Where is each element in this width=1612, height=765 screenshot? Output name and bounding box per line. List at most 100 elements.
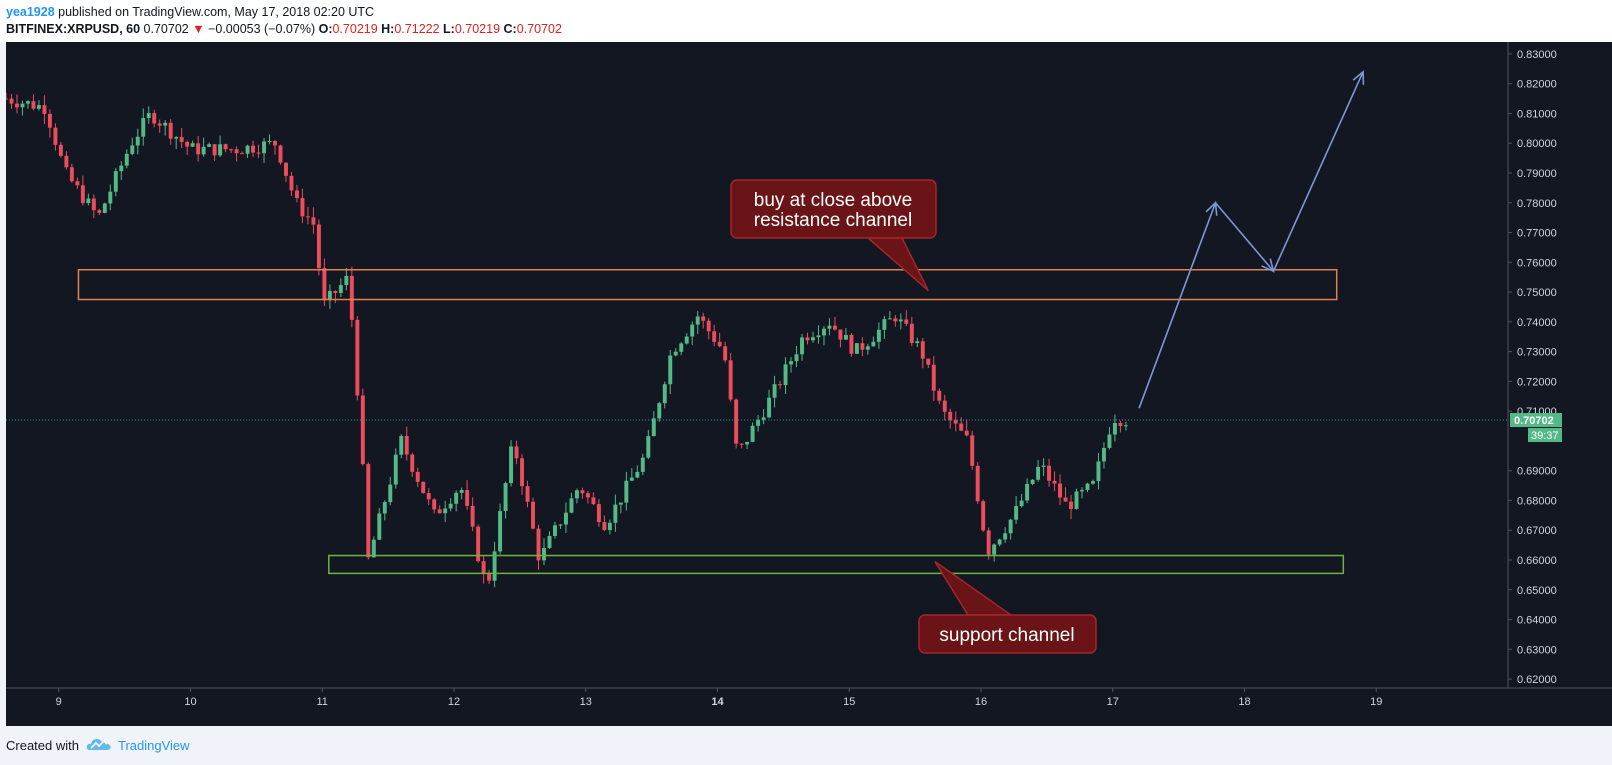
- candle-body: [679, 343, 684, 352]
- channels[interactable]: [77, 268, 1345, 575]
- candle-body: [1118, 422, 1123, 426]
- candle-body: [876, 329, 881, 342]
- support-callout-box[interactable]: [918, 614, 1097, 654]
- chart-area[interactable]: 0.83000 0.82000 0.81000 0.80000 0.79000 0.780…: [6, 42, 1612, 726]
- y-tick-label: 0.63000: [1517, 644, 1557, 656]
- candle-body: [190, 143, 195, 147]
- candle-body: [887, 318, 892, 320]
- candle-body: [273, 140, 277, 146]
- candle-body: [185, 141, 190, 147]
- candle-body: [476, 526, 481, 562]
- projection-arrow[interactable]: [1138, 70, 1365, 409]
- candle-body: [816, 335, 821, 338]
- author-link[interactable]: yea1928: [6, 5, 55, 19]
- candle-body: [915, 341, 920, 344]
- change-arrow-icon: ▼: [192, 22, 205, 36]
- candle-body: [218, 144, 223, 156]
- candle-body: [113, 171, 118, 192]
- candle-body: [207, 144, 212, 147]
- high-value: 0.71222: [394, 22, 440, 36]
- candle-body: [651, 418, 656, 437]
- candle-body: [778, 384, 783, 386]
- support-channel-box[interactable]: [328, 554, 1345, 575]
- candle-body: [196, 143, 201, 155]
- candle-body: [602, 522, 607, 531]
- candle-body: [201, 146, 206, 155]
- candle-body: [1112, 422, 1117, 435]
- high-label: H:: [381, 22, 395, 36]
- candle-body: [640, 457, 645, 472]
- candlestick-chart[interactable]: 0.83000 0.82000 0.81000 0.80000 0.79000 0.780…: [6, 42, 1612, 726]
- candle-body: [712, 331, 717, 342]
- candle-body: [443, 508, 448, 514]
- candle-body: [926, 358, 931, 365]
- candle-body: [690, 324, 695, 337]
- candle-body: [360, 395, 365, 465]
- x-tick-label: 14: [711, 696, 724, 708]
- candle-body: [909, 323, 914, 344]
- candles: [6, 92, 1128, 588]
- tradingview-link[interactable]: TradingView: [118, 738, 190, 753]
- candle-body: [366, 464, 371, 558]
- candle-body: [646, 436, 651, 458]
- candle-body: [542, 547, 546, 561]
- candle-body: [942, 400, 947, 412]
- candle-body: [574, 490, 579, 499]
- candle-body: [448, 503, 453, 509]
- candle-body: [854, 343, 859, 354]
- y-tick-label: 0.67000: [1517, 525, 1557, 537]
- published-text: published on TradingView.com, May 17, 20…: [54, 5, 375, 19]
- candle-body: [382, 502, 387, 514]
- y-tick-label: 0.81000: [1517, 108, 1557, 120]
- candle-body: [772, 384, 777, 398]
- candle-body: [1080, 489, 1084, 492]
- projection-arrowhead: [1205, 201, 1218, 216]
- y-tick-label: 0.79000: [1517, 168, 1557, 180]
- candle-body: [536, 528, 541, 561]
- resistance-channel-box[interactable]: [77, 268, 1338, 301]
- chart-header: yea1928 published on TradingView.com, Ma…: [0, 0, 1612, 42]
- callout-text: resistance channel: [754, 210, 912, 231]
- candle-body: [520, 458, 525, 487]
- callout-text: support channel: [939, 625, 1074, 646]
- candle-body: [1058, 483, 1063, 498]
- candle-body: [843, 334, 848, 340]
- candle-body: [174, 137, 179, 139]
- candle-body: [20, 103, 25, 108]
- candle-body: [284, 162, 288, 176]
- candle-body: [986, 530, 991, 555]
- open-value: 0.70219: [332, 22, 378, 36]
- candle-body: [964, 430, 969, 436]
- candle-body: [1101, 447, 1106, 462]
- publish-info: yea1928 published on TradingView.com, Ma…: [6, 5, 374, 19]
- y-tick-label: 0.72000: [1517, 376, 1557, 388]
- close-label: C:: [503, 22, 517, 36]
- candle-body: [959, 423, 964, 431]
- last-price-badge: [1510, 413, 1562, 428]
- candle-body: [152, 113, 157, 124]
- x-tick-label: 17: [1107, 696, 1119, 708]
- candle-body: [492, 551, 497, 581]
- candle-body: [168, 122, 173, 139]
- y-tick-label: 0.62000: [1517, 674, 1557, 686]
- resistance-callout-box[interactable]: [730, 179, 937, 239]
- candle-body: [399, 435, 404, 455]
- candle-body: [410, 454, 415, 472]
- candle-body: [838, 329, 843, 340]
- created-with-text: Created with: [6, 738, 79, 753]
- candle-body: [618, 502, 623, 505]
- candle-body: [322, 268, 327, 301]
- candle-body: [723, 346, 728, 361]
- candle-body: [893, 318, 898, 322]
- candle-body: [1096, 461, 1101, 482]
- x-axis-ticks: 9 10 11 12 13 14 15 16 17 18 19: [56, 688, 1382, 708]
- candle-body: [706, 320, 711, 332]
- candle-body: [1069, 501, 1073, 509]
- y-tick-label: 0.65000: [1517, 585, 1557, 597]
- tradingview-cloud-icon[interactable]: [86, 735, 112, 753]
- time-axis[interactable]: [6, 688, 1508, 726]
- projection-path[interactable]: [1138, 71, 1364, 409]
- price-axis[interactable]: [1508, 42, 1612, 726]
- candle-body: [426, 493, 431, 500]
